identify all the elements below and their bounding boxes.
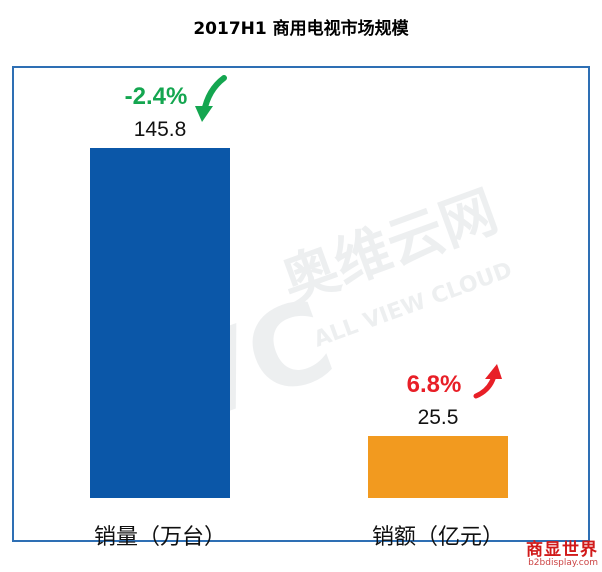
chart-title: 2017H1 商用电视市场规模 (193, 19, 409, 39)
chart-frame (12, 66, 590, 542)
bar-value-label-2: 25.5 (418, 406, 459, 429)
bar-1 (90, 148, 230, 498)
site-logo: 商显世界 b2bdisplay.com (526, 535, 598, 568)
growth-label-2: 6.8% (407, 371, 462, 398)
down-arrow-head-icon (195, 106, 213, 122)
logo-sub-text: b2bdisplay.com (528, 558, 598, 568)
bar-2 (368, 436, 508, 498)
up-arrow-head-icon (485, 364, 502, 379)
bar-value-label-1: 145.8 (134, 118, 187, 141)
category-label-2: 销额（亿元） (372, 525, 504, 550)
category-label-1: 销量（万台） (94, 525, 226, 550)
logo-main-text: 商显世界 (526, 540, 598, 560)
growth-label-1: -2.4% (125, 83, 188, 110)
